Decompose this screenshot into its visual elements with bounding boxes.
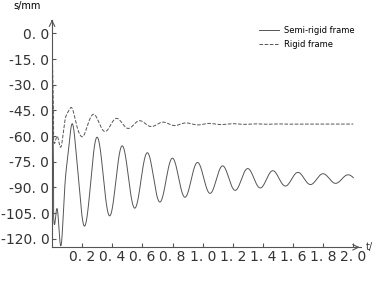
Rigid frame bbox=[298, 122, 302, 126]
Rigid frame bbox=[58, 146, 63, 149]
Rigid frame bbox=[165, 121, 170, 125]
Semi-rigid frame bbox=[58, 244, 63, 248]
Semi-rigid frame bbox=[165, 172, 170, 175]
Semi-rigid frame bbox=[351, 176, 356, 179]
Legend: Semi-rigid frame, Rigid frame: Semi-rigid frame, Rigid frame bbox=[256, 24, 357, 51]
Semi-rigid frame bbox=[50, 32, 54, 35]
Rigid frame bbox=[50, 32, 54, 35]
Line: Rigid frame: Rigid frame bbox=[52, 33, 353, 147]
Y-axis label: s/mm: s/mm bbox=[14, 1, 41, 11]
Semi-rigid frame bbox=[298, 171, 302, 175]
Rigid frame bbox=[246, 123, 250, 126]
Text: t/s: t/s bbox=[365, 242, 372, 252]
Rigid frame bbox=[105, 129, 109, 132]
Rigid frame bbox=[351, 122, 356, 126]
Semi-rigid frame bbox=[246, 167, 250, 170]
Semi-rigid frame bbox=[105, 205, 109, 209]
Semi-rigid frame bbox=[275, 173, 279, 176]
Line: Semi-rigid frame: Semi-rigid frame bbox=[52, 33, 353, 246]
Rigid frame bbox=[231, 122, 235, 125]
Rigid frame bbox=[275, 122, 279, 126]
Semi-rigid frame bbox=[231, 187, 235, 190]
